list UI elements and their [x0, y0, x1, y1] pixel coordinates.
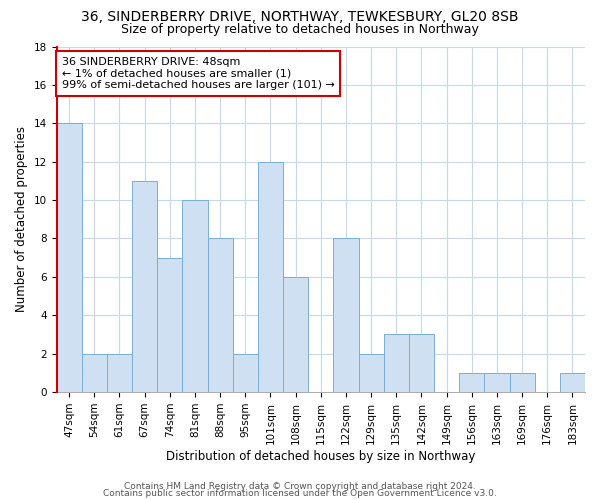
X-axis label: Distribution of detached houses by size in Northway: Distribution of detached houses by size …: [166, 450, 475, 462]
Bar: [359, 354, 383, 392]
Bar: [208, 238, 233, 392]
Bar: [82, 354, 107, 392]
Bar: [132, 181, 157, 392]
Bar: [484, 373, 509, 392]
Bar: [56, 124, 82, 392]
Bar: [258, 162, 283, 392]
Text: 36 SINDERBERRY DRIVE: 48sqm
← 1% of detached houses are smaller (1)
99% of semi-: 36 SINDERBERRY DRIVE: 48sqm ← 1% of deta…: [62, 57, 335, 90]
Text: 36, SINDERBERRY DRIVE, NORTHWAY, TEWKESBURY, GL20 8SB: 36, SINDERBERRY DRIVE, NORTHWAY, TEWKESB…: [81, 10, 519, 24]
Bar: [383, 334, 409, 392]
Bar: [182, 200, 208, 392]
Bar: [409, 334, 434, 392]
Bar: [283, 277, 308, 392]
Bar: [560, 373, 585, 392]
Y-axis label: Number of detached properties: Number of detached properties: [15, 126, 28, 312]
Text: Contains public sector information licensed under the Open Government Licence v3: Contains public sector information licen…: [103, 490, 497, 498]
Text: Contains HM Land Registry data © Crown copyright and database right 2024.: Contains HM Land Registry data © Crown c…: [124, 482, 476, 491]
Text: Size of property relative to detached houses in Northway: Size of property relative to detached ho…: [121, 22, 479, 36]
Bar: [459, 373, 484, 392]
Bar: [509, 373, 535, 392]
Bar: [334, 238, 359, 392]
Bar: [107, 354, 132, 392]
Bar: [233, 354, 258, 392]
Bar: [157, 258, 182, 392]
